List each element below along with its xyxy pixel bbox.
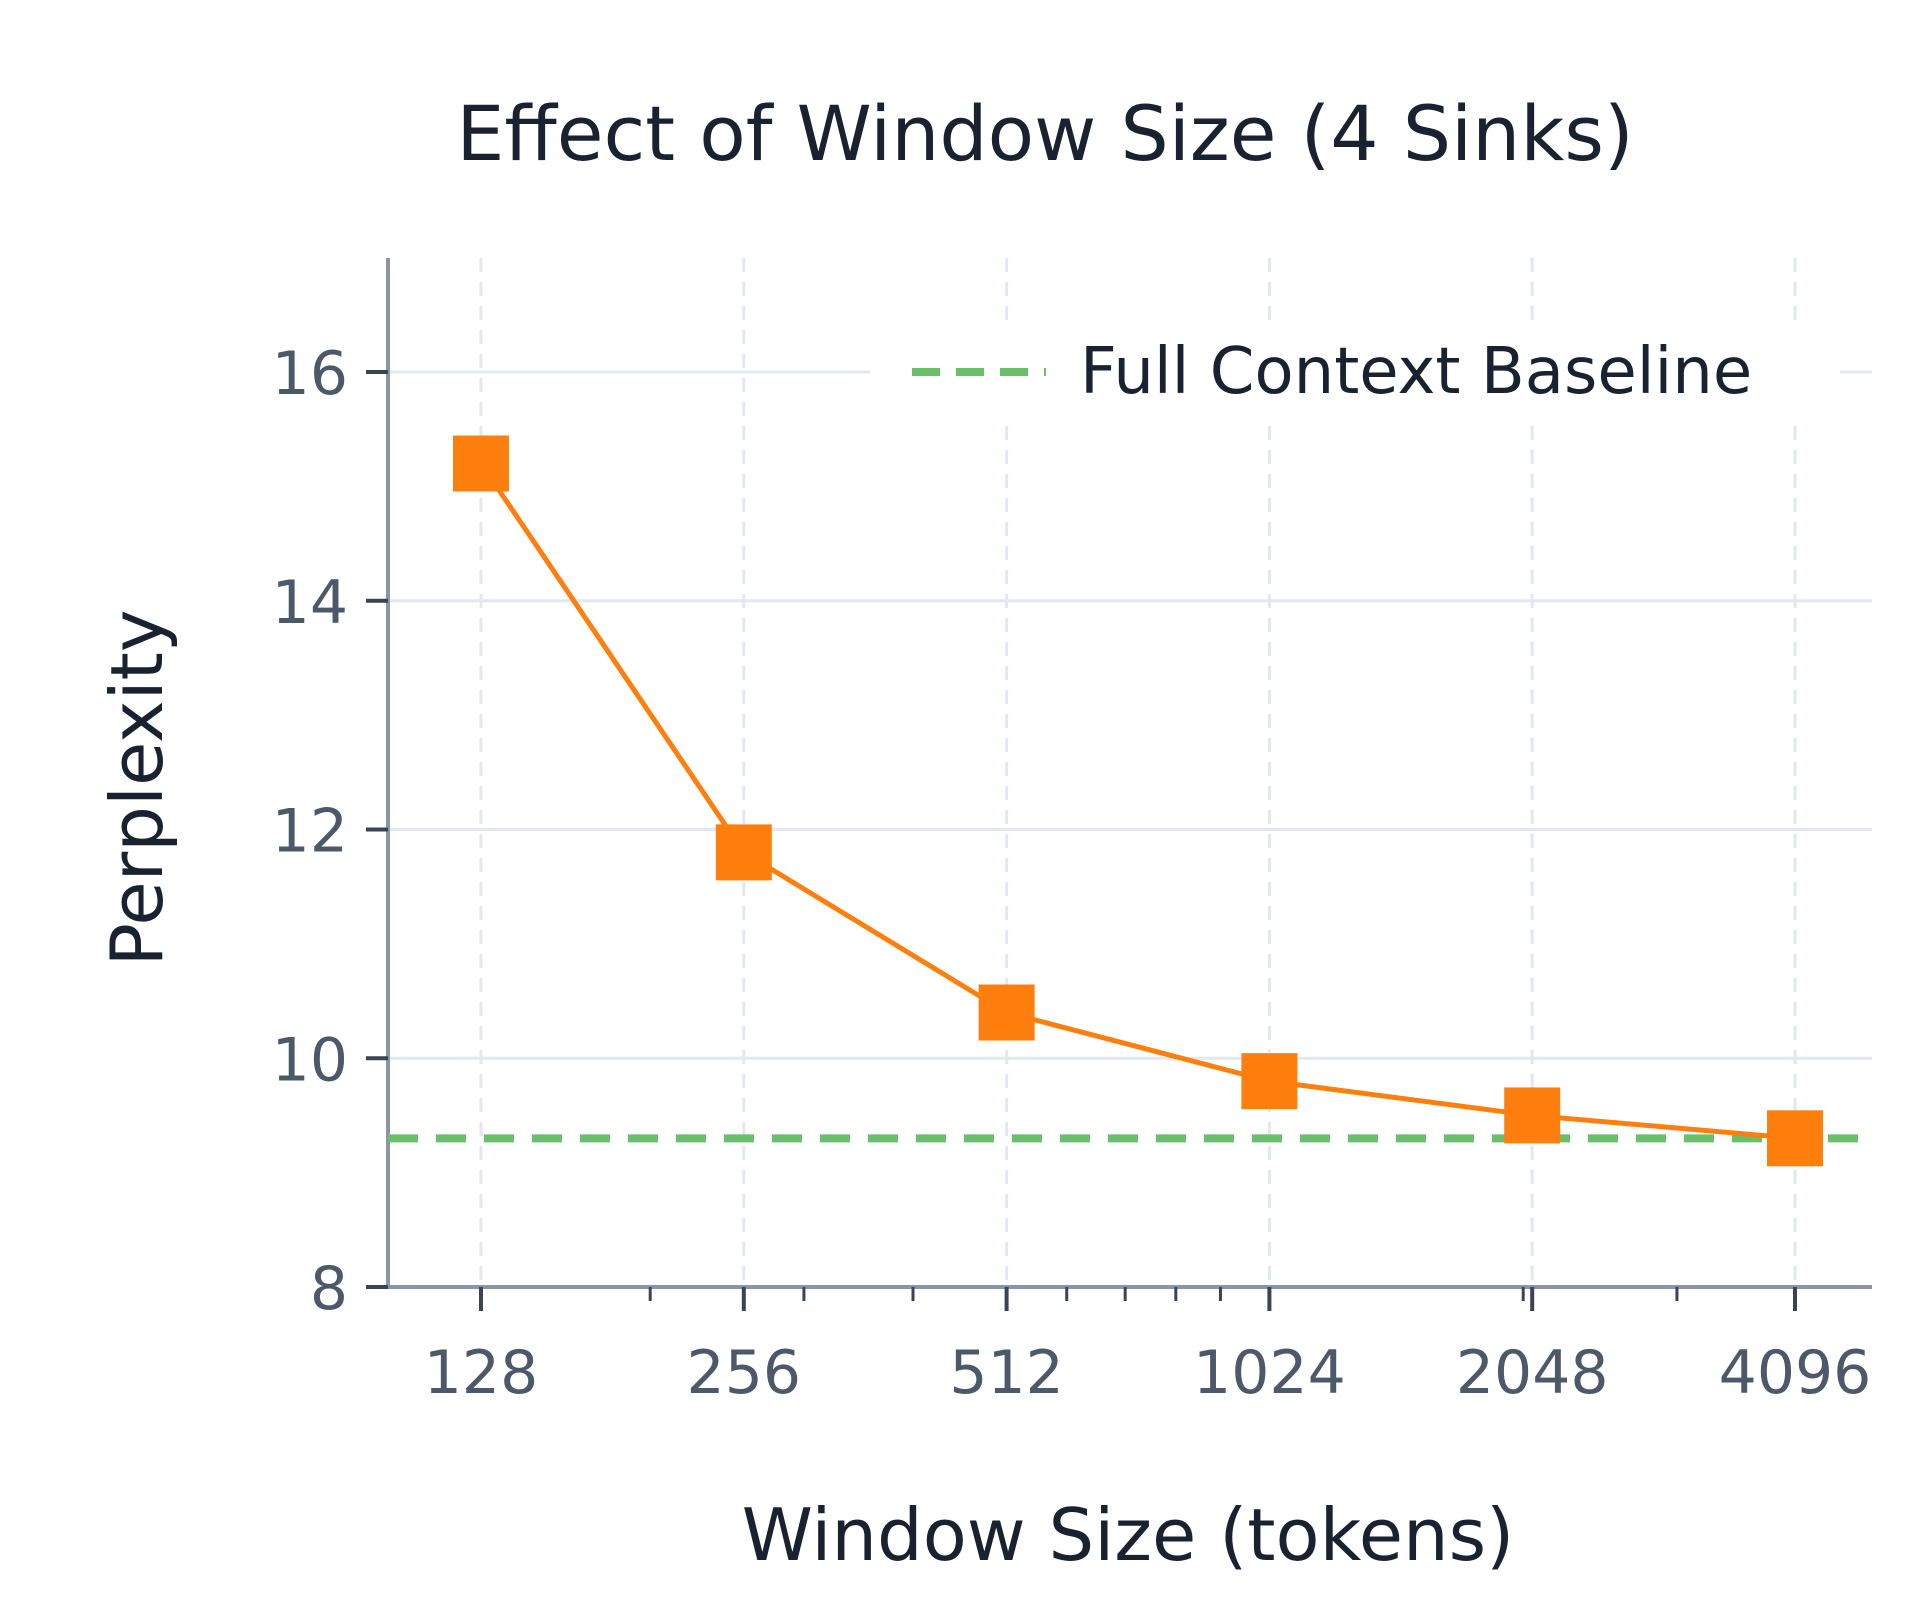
tick-label-layer: 8 10 12 14 16 128 256 512 1024 2048 4096 bbox=[272, 339, 1872, 1408]
y-axis-label: Perplexity bbox=[95, 610, 179, 967]
x-tick-label: 512 bbox=[949, 1338, 1064, 1408]
x-tick-label: 4096 bbox=[1719, 1338, 1872, 1408]
data-point-marker bbox=[1241, 1053, 1298, 1110]
x-tick-label: 2048 bbox=[1456, 1338, 1609, 1408]
series-layer bbox=[453, 435, 1823, 1167]
legend: Full Context Baseline bbox=[870, 328, 1840, 416]
y-tick-label: 12 bbox=[272, 797, 348, 867]
data-point-marker bbox=[715, 824, 772, 881]
x-axis-label: Window Size (tokens) bbox=[742, 1493, 1515, 1577]
axes-layer bbox=[366, 258, 1872, 1311]
y-tick-label: 14 bbox=[272, 568, 348, 638]
x-tick-label: 256 bbox=[687, 1338, 802, 1408]
legend-label-baseline: Full Context Baseline bbox=[1080, 335, 1752, 409]
y-tick-label: 16 bbox=[272, 339, 348, 409]
data-point-marker bbox=[1504, 1087, 1561, 1144]
x-tick-label: 128 bbox=[424, 1338, 539, 1408]
y-tick-label: 8 bbox=[310, 1254, 348, 1324]
legend-background bbox=[870, 328, 1840, 416]
chart-title: Effect of Window Size (4 Sinks) bbox=[456, 89, 1633, 178]
x-tick-label: 1024 bbox=[1193, 1338, 1346, 1408]
series-line bbox=[478, 462, 1796, 1141]
data-point-marker bbox=[453, 435, 509, 492]
grid-layer bbox=[388, 258, 1872, 1287]
y-tick-label: 10 bbox=[272, 1025, 348, 1095]
data-point-marker bbox=[1767, 1110, 1823, 1167]
data-point-marker bbox=[978, 984, 1035, 1041]
